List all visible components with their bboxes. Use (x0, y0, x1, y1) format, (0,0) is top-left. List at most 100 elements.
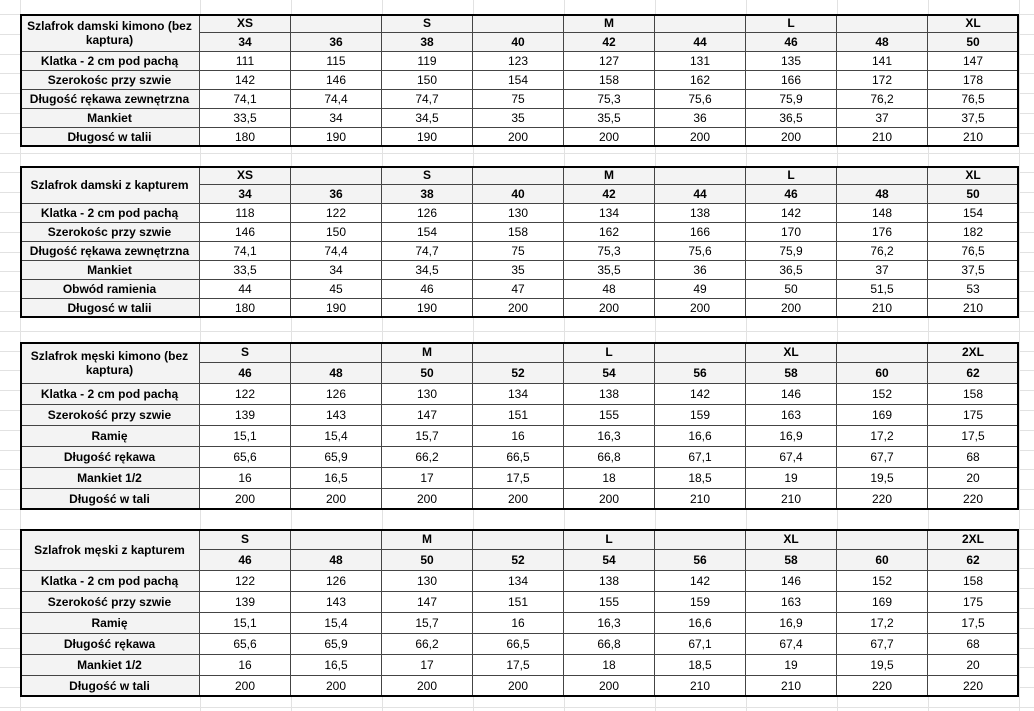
size-number: 58 (746, 363, 837, 384)
size-cell: S (200, 342, 291, 363)
cell: 75 (473, 242, 564, 261)
cell: 138 (564, 384, 655, 405)
cell: 35 (473, 261, 564, 280)
cell: 17 (382, 468, 473, 489)
cell: 122 (200, 571, 291, 592)
cell: 48 (564, 280, 655, 299)
cell: 53 (928, 280, 1019, 299)
cell: 16,9 (746, 613, 837, 634)
cell: 37,5 (928, 261, 1019, 280)
cell: 135 (746, 52, 837, 71)
cell: 142 (200, 71, 291, 90)
cell: 134 (564, 204, 655, 223)
cell: 17,5 (473, 468, 564, 489)
cell: 65,9 (291, 634, 382, 655)
cell: 200 (655, 299, 746, 318)
cell: 18 (564, 655, 655, 676)
cell: 200 (200, 676, 291, 697)
cell: 172 (837, 71, 928, 90)
size-cell (655, 14, 746, 33)
size-cell: XL (928, 166, 1019, 185)
cell: 17,5 (928, 613, 1019, 634)
row-label: Szerokośc przy szwie (20, 71, 200, 90)
size-number: 42 (564, 185, 655, 204)
cell: 115 (291, 52, 382, 71)
row-label: Długość rękawa (20, 634, 200, 655)
cell: 34 (291, 109, 382, 128)
size-cell: XL (928, 14, 1019, 33)
cell: 200 (291, 676, 382, 697)
cell: 50 (746, 280, 837, 299)
size-cell: 2XL (928, 529, 1019, 550)
row-label: Szerokośc przy szwie (20, 223, 200, 242)
row-label: Ramię (20, 613, 200, 634)
cell: 16 (200, 655, 291, 676)
cell: 34,5 (382, 261, 473, 280)
size-number: 34 (200, 185, 291, 204)
size-cell: XS (200, 14, 291, 33)
row-label: Klatka - 2 cm pod pachą (20, 571, 200, 592)
cell: 35,5 (564, 261, 655, 280)
size-cell: M (382, 342, 473, 363)
size-cell: M (564, 14, 655, 33)
row-label: Mankiet (20, 109, 200, 128)
cell: 16 (473, 613, 564, 634)
cell: 122 (291, 204, 382, 223)
cell: 200 (564, 676, 655, 697)
cell: 17 (382, 655, 473, 676)
cell: 37 (837, 261, 928, 280)
cell: 45 (291, 280, 382, 299)
size-number: 38 (382, 33, 473, 52)
size-number: 50 (382, 550, 473, 571)
cell: 200 (746, 299, 837, 318)
cell: 67,1 (655, 634, 746, 655)
size-cell: XL (746, 342, 837, 363)
size-number: 34 (200, 33, 291, 52)
size-number: 38 (382, 185, 473, 204)
cell: 18,5 (655, 468, 746, 489)
cell: 180 (200, 128, 291, 147)
size-cell (473, 529, 564, 550)
size-number: 56 (655, 550, 746, 571)
cell: 200 (382, 489, 473, 510)
cell: 35,5 (564, 109, 655, 128)
cell: 122 (200, 384, 291, 405)
cell: 139 (200, 592, 291, 613)
row-label: Mankiet (20, 261, 200, 280)
cell: 163 (746, 405, 837, 426)
cell: 147 (382, 592, 473, 613)
size-cell (655, 166, 746, 185)
row-label: Długość rękawa (20, 447, 200, 468)
row-label: Szerokość przy szwie (20, 592, 200, 613)
cell: 134 (473, 384, 564, 405)
cell: 47 (473, 280, 564, 299)
size-number: 46 (746, 185, 837, 204)
cell: 134 (473, 571, 564, 592)
size-number: 40 (473, 33, 564, 52)
size-number: 56 (655, 363, 746, 384)
cell: 190 (291, 299, 382, 318)
cell: 138 (655, 204, 746, 223)
cell: 46 (382, 280, 473, 299)
row-label: Mankiet 1/2 (20, 468, 200, 489)
row-label: Mankiet 1/2 (20, 655, 200, 676)
size-cell: L (564, 529, 655, 550)
cell: 139 (200, 405, 291, 426)
cell: 16 (473, 426, 564, 447)
size-number: 36 (291, 33, 382, 52)
cell: 200 (473, 299, 564, 318)
cell: 36 (655, 261, 746, 280)
cell: 130 (473, 204, 564, 223)
size-number: 50 (382, 363, 473, 384)
size-cell: S (200, 529, 291, 550)
size-cell (473, 14, 564, 33)
cell: 158 (564, 71, 655, 90)
gridline (0, 153, 1034, 154)
size-number: 48 (837, 33, 928, 52)
size-number: 54 (564, 550, 655, 571)
table-title: Szlafrok damski z kapturem (20, 166, 200, 204)
cell: 200 (473, 676, 564, 697)
cell: 16,5 (291, 655, 382, 676)
cell: 175 (928, 405, 1019, 426)
cell: 159 (655, 592, 746, 613)
